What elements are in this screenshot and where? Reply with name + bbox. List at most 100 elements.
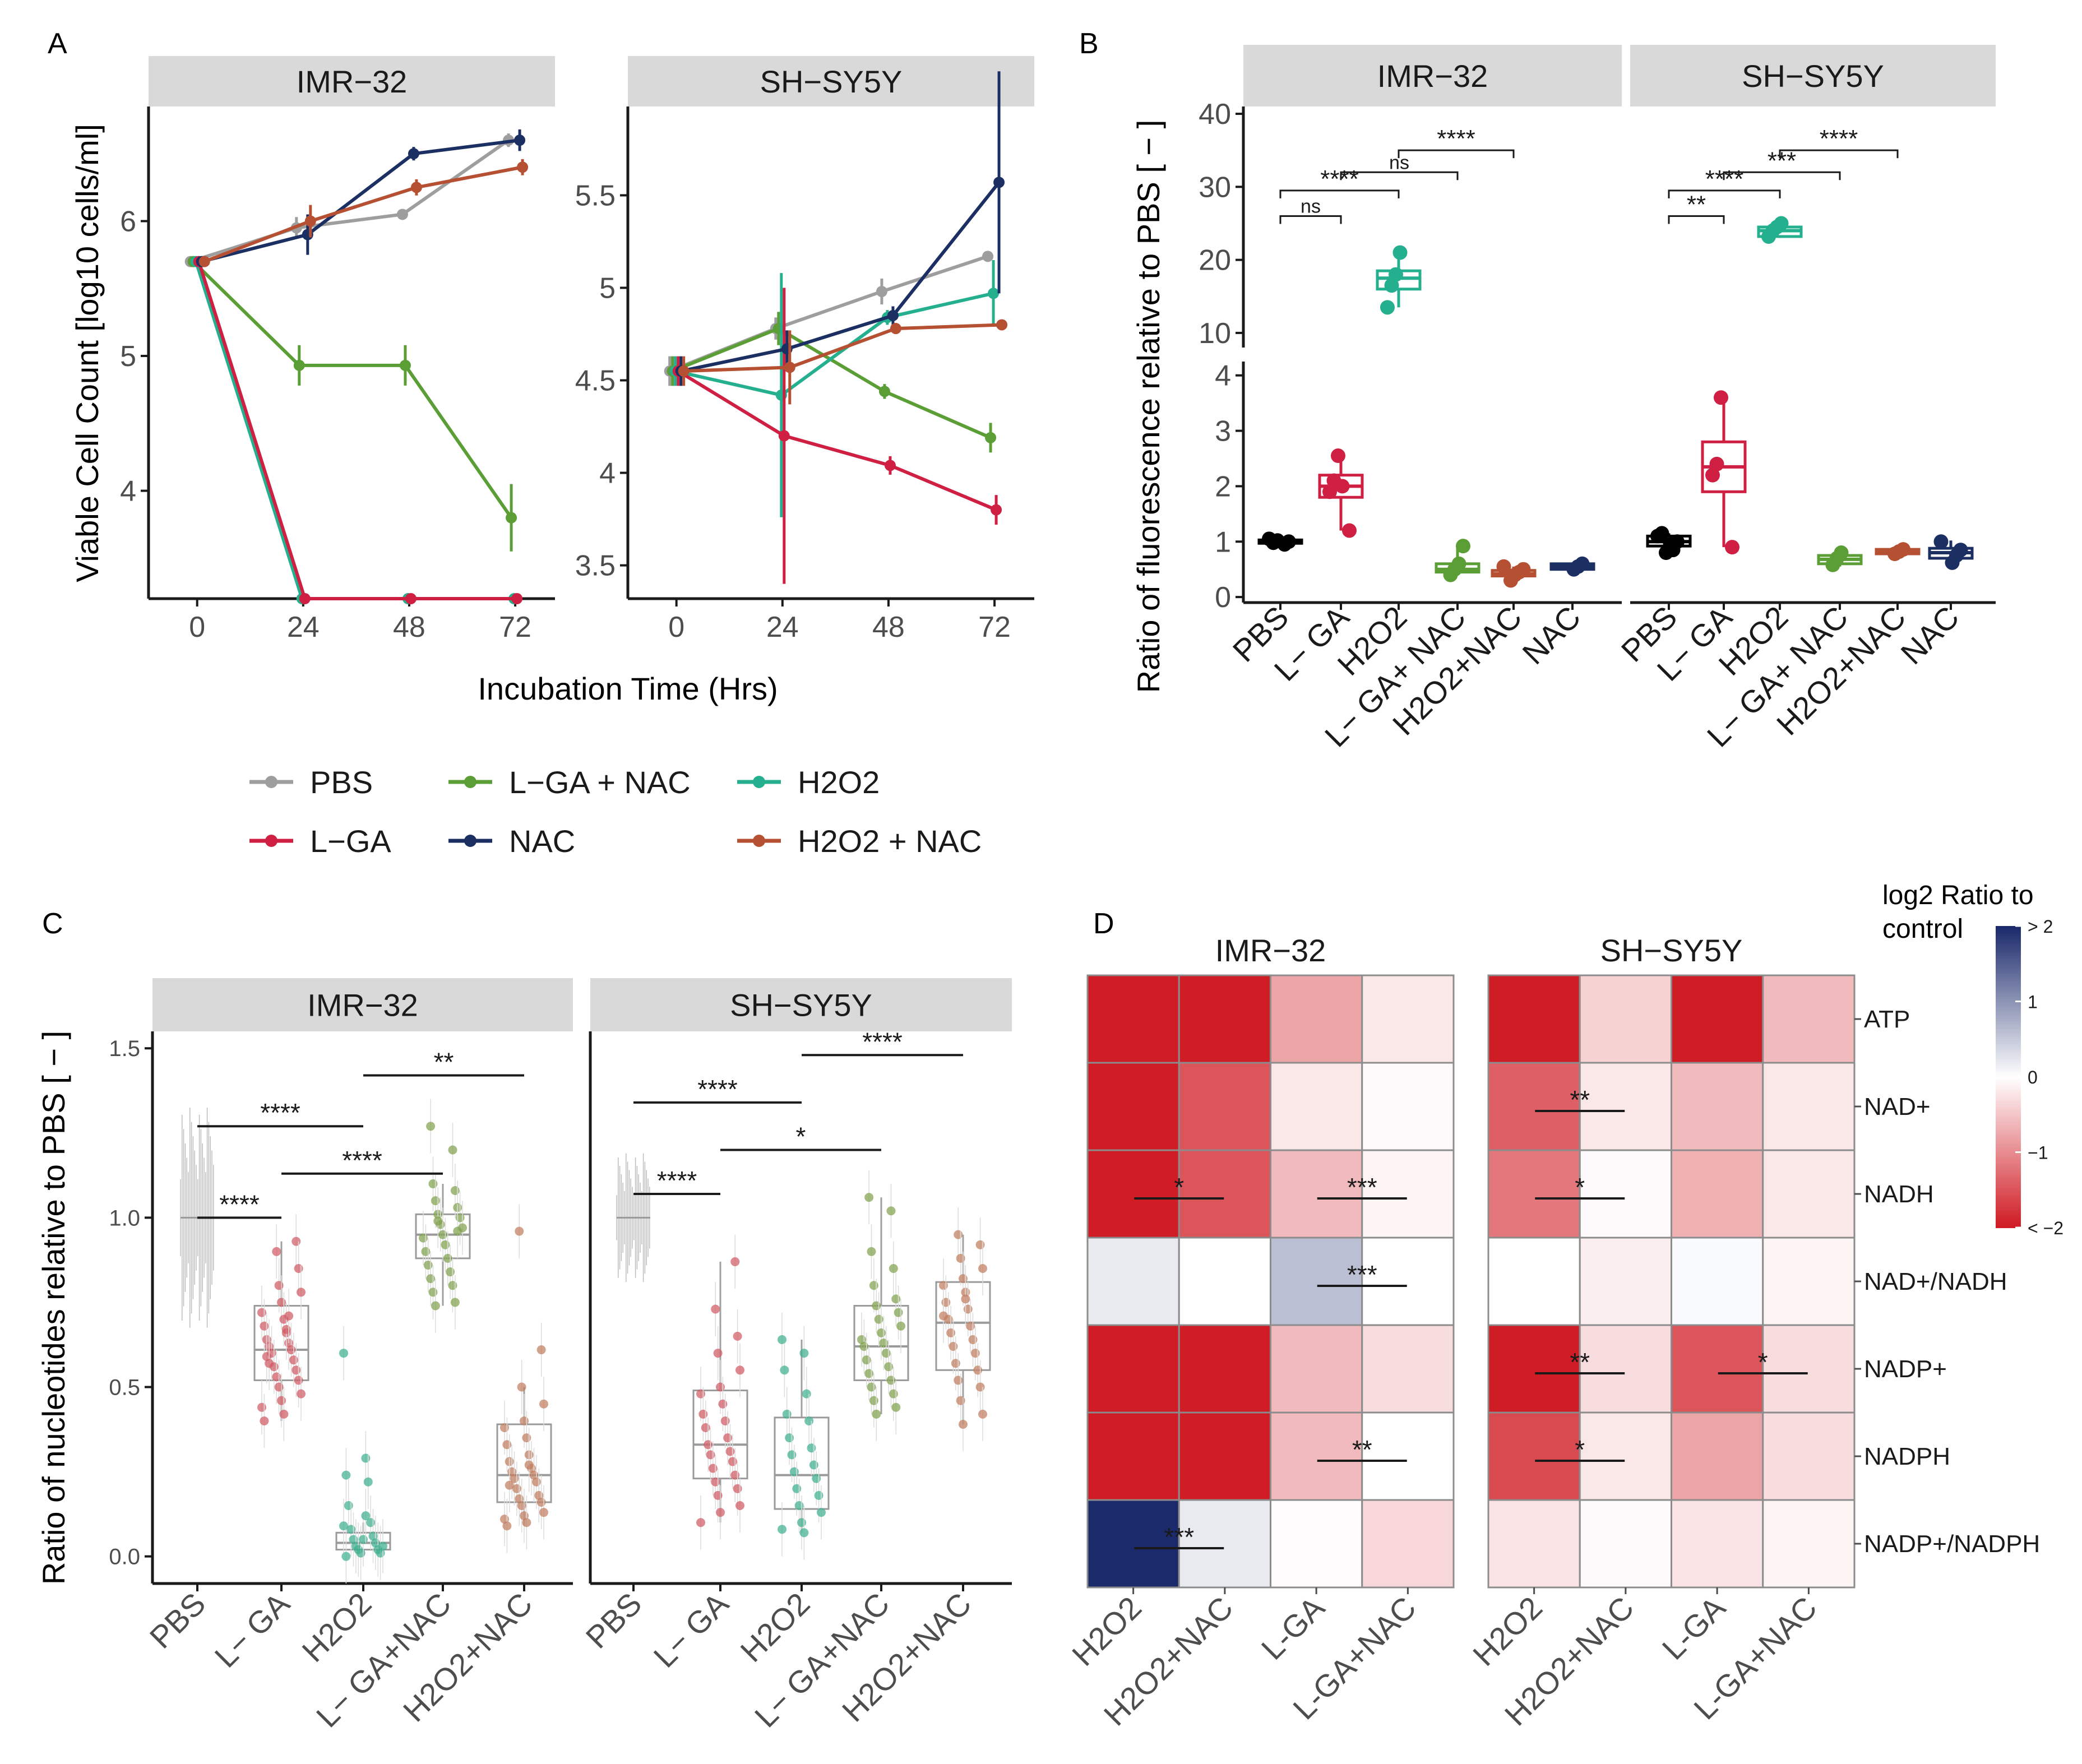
panel-b-facet-2-point (1953, 543, 1968, 558)
panel-d-colorbar-label: 1 (2028, 992, 2038, 1012)
panel-a-facet-2-point (678, 365, 690, 377)
panel-d-colorbar-segment (1996, 1112, 2021, 1115)
panel-d-facet-1-cell (1361, 1149, 1455, 1239)
panel-d-colorbar-segment (1996, 974, 2021, 977)
panel-d-facet-2-cell (1487, 1324, 1581, 1414)
panel-a-facet-1-xtick-label: 0 (189, 611, 205, 643)
panel-c-facet-2-point (716, 1382, 725, 1392)
panel-d-facet-2-cell (1762, 1499, 1856, 1589)
panel-d-colorbar-label: −1 (2028, 1143, 2048, 1163)
panel-d-colorbar-segment (1996, 1202, 2021, 1206)
panel-d-colorbar-segment (1996, 969, 2021, 972)
panel-d-facet-1-cell (1361, 1237, 1455, 1326)
panel-d-colorbar-segment (1996, 1147, 2021, 1151)
panel-c-facet-2-point (696, 1518, 705, 1527)
panel-d-facet-1-cell (1270, 1062, 1363, 1151)
panel-a-facet-1-point (410, 182, 422, 193)
panel-b-facet-1-point (1331, 448, 1345, 464)
legend-item-pbs: PBS (249, 765, 373, 800)
panel-a-facet-2-series-line (677, 369, 997, 512)
panel-d-facet-1-significance-3: *** (1317, 1260, 1407, 1289)
panel-d-facet-1-cell (1086, 1237, 1180, 1326)
panel-d-colorbar-segment (1996, 1157, 2021, 1160)
legend-item-h2o2-nac: H2O2 + NAC (737, 823, 982, 859)
panel-a-facet-2-point (991, 504, 1002, 516)
panel-c-facet-2-title: SH−SY5Y (730, 988, 872, 1023)
panel-c-facet-2-point (869, 1396, 878, 1405)
panel-c-facet-1-point (284, 1311, 294, 1321)
panel-c-facet-2-point (946, 1328, 956, 1337)
panel-c-facet-1-point (446, 1267, 455, 1277)
panel-d-facet-2-cell (1762, 1324, 1856, 1414)
panel-d-facet-2-cell (1487, 1149, 1581, 1239)
panel-c-facet-2-point (789, 1467, 799, 1476)
panel-d-colorbar-segment (1996, 1182, 2021, 1186)
panel-c-facet-1-point (517, 1501, 526, 1511)
panel-c-facet-1-point (431, 1196, 440, 1206)
panel-c-facet-2-point (978, 1264, 987, 1274)
panel-c-facet-1-point (292, 1365, 301, 1375)
panel-d-colorbar-segment (1996, 1189, 2021, 1193)
panel-b-facet-1-significance-bracket (1398, 149, 1515, 159)
panel-d-colorbar-segment (1996, 1072, 2021, 1075)
panel-c-facet-1-point (423, 1260, 433, 1270)
panel-d-colorbar-segment (1996, 979, 2021, 982)
panel-a-facet-1-point (511, 593, 523, 604)
panel-d-facet-2-cell (1671, 1411, 1764, 1501)
panel-d-colorbar-segment (1996, 1049, 2021, 1053)
panel-d-facet-2-cell (1579, 974, 1672, 1064)
panel-c-facet-2-point (704, 1440, 713, 1450)
panel-d-colorbar-label: 0 (2028, 1067, 2038, 1087)
panel-c-facet-1-point (272, 1247, 281, 1256)
panel-a-facet-2-point (887, 309, 899, 321)
panel-d-colorbar: > 2 1 0 −1 < −2 (1996, 916, 2064, 1238)
panel-d-colorbar-segment (1996, 1152, 2021, 1155)
panel-b-facet-1-point (1342, 523, 1357, 538)
panel-c-facet-2-point (954, 1376, 963, 1385)
panel-c-facet-1-point (450, 1186, 460, 1196)
panel-d-colorbar-segment (1996, 1006, 2021, 1010)
panel-c-facet-2-point (804, 1416, 814, 1425)
panel-a-facet-1-point (396, 209, 408, 220)
panel-c-facet-2-significance-label: **** (862, 1027, 903, 1056)
panel-d-colorbar-segment (1996, 1212, 2021, 1216)
panel-d-colorbar-segment (1996, 1135, 2021, 1138)
panel-a-facet-2-point (890, 323, 901, 335)
panel-d-colorbar-segment (1996, 1124, 2021, 1128)
panel-d-colorbar-segment (1996, 938, 2021, 942)
panel-a-facet-2-title: SH−SY5Y (760, 64, 903, 99)
panel-d-colorbar-segment (1996, 1225, 2021, 1228)
panel-b-facet-1-point (1456, 539, 1470, 554)
panel-d-colorbar-segment (1996, 1024, 2021, 1027)
panel-a-facet-1-point (405, 593, 417, 604)
panel-a-facet-1-series-line (203, 165, 523, 263)
panel-c-facet-2-point (778, 1335, 786, 1344)
panel-d-facet-1-significance-label: *** (1164, 1522, 1194, 1552)
panel-c-facet-1-significance-label: ** (434, 1048, 454, 1077)
panel-c-facet-2-point (730, 1470, 740, 1480)
panel-c-facet-1-point (361, 1511, 371, 1521)
panel-c-facet-1-point (520, 1416, 529, 1425)
panel-d-colorbar-segment (1996, 1179, 2021, 1183)
panel-c-facet-2-point (891, 1294, 901, 1304)
panel-c-facet-2-point (735, 1501, 744, 1511)
panel-c-facet-2-point (711, 1304, 720, 1314)
panel-c-facet-2-point (867, 1247, 876, 1256)
panel-c-facet-1-point (539, 1508, 548, 1517)
panel-c-facet-1-point (279, 1409, 289, 1419)
panel-a-facet-2-point (876, 286, 887, 298)
panel-d-colorbar-segment (1996, 999, 2021, 1002)
panel-d-colorbar-segment (1996, 1069, 2021, 1073)
panel-d-row-label: NAD+ (1864, 1093, 1931, 1121)
panel-d-colorbar-segment (1996, 1197, 2021, 1201)
panel-d-facet-1-cell (1270, 1499, 1363, 1589)
panel-c-facet-1-point (341, 1470, 351, 1480)
panel-c-facet-1-point (277, 1298, 286, 1307)
panel-d-facet-2-significance-label: * (1575, 1173, 1585, 1202)
panel-c-facet-2-point (778, 1525, 786, 1534)
panel-c-facet-1-point (502, 1521, 512, 1531)
panel-a-facet-1-series-line (201, 138, 520, 263)
panel-a-facet-1-point (293, 359, 305, 371)
panel-c-facet-1-strip (152, 978, 573, 1031)
